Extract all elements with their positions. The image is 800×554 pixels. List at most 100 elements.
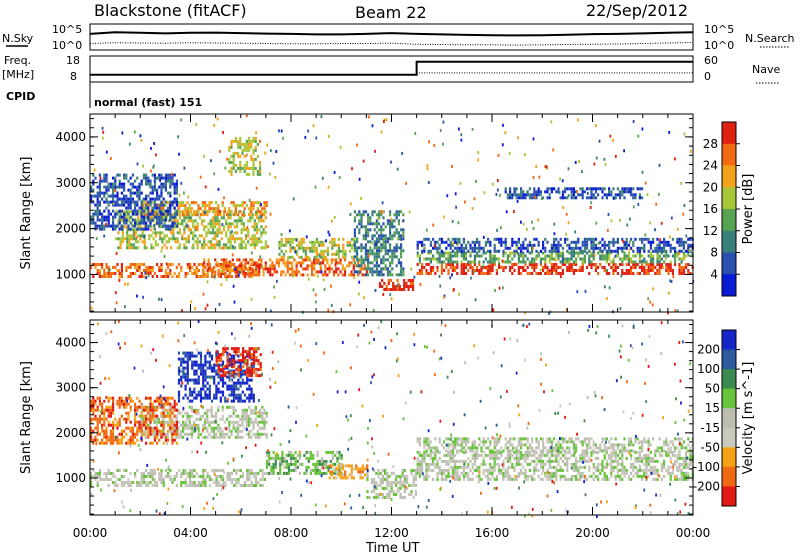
noise-cell	[294, 250, 297, 254]
data-cell	[346, 243, 349, 247]
data-cell	[375, 237, 378, 241]
data-cell	[491, 254, 494, 258]
data-cell	[522, 246, 525, 250]
data-cell	[581, 260, 584, 264]
data-cell	[218, 264, 221, 268]
data-cell	[248, 207, 251, 211]
data-cell	[116, 200, 119, 204]
data-cell	[114, 176, 117, 180]
data-cell	[561, 263, 564, 266]
data-cell	[313, 243, 316, 247]
data-cell	[218, 228, 221, 232]
data-cell	[362, 234, 365, 238]
data-cell	[436, 260, 439, 264]
data-cell	[280, 243, 283, 247]
data-cell	[240, 243, 243, 247]
data-cell	[638, 187, 641, 191]
data-cell	[202, 469, 205, 472]
data-cell	[245, 139, 248, 143]
data-cell	[193, 381, 196, 385]
data-cell	[295, 267, 298, 271]
noise-cell	[649, 221, 652, 225]
data-cell	[393, 246, 396, 250]
data-cell	[577, 240, 580, 244]
data-cell	[364, 237, 367, 241]
data-cell	[196, 240, 199, 244]
data-cell	[131, 272, 134, 275]
data-cell	[140, 275, 143, 278]
data-cell	[153, 206, 156, 210]
data-cell	[680, 269, 683, 272]
data-cell	[506, 254, 509, 258]
data-cell	[384, 249, 387, 253]
data-cell	[605, 193, 608, 197]
data-cell	[173, 200, 176, 204]
noise-cell	[560, 275, 562, 279]
noise-cell	[644, 233, 647, 237]
data-cell	[92, 179, 95, 183]
data-cell	[204, 357, 207, 361]
data-cell	[234, 169, 237, 173]
data-cell	[254, 420, 257, 424]
data-cell	[198, 234, 201, 238]
data-cell	[201, 201, 204, 205]
data-cell	[566, 257, 569, 261]
data-cell	[225, 261, 228, 265]
data-cell	[141, 234, 144, 238]
data-cell	[656, 257, 659, 261]
data-cell	[175, 185, 178, 189]
data-cell	[630, 187, 633, 191]
data-cell	[180, 484, 183, 487]
data-cell	[647, 272, 650, 275]
data-cell	[244, 267, 248, 271]
data-cell	[614, 263, 617, 266]
data-cell	[238, 216, 241, 220]
data-cell	[142, 275, 145, 278]
data-cell	[358, 231, 361, 235]
data-cell	[256, 420, 259, 424]
data-cell	[149, 475, 152, 478]
data-cell	[129, 206, 132, 210]
data-cell	[208, 360, 211, 364]
data-cell	[145, 408, 148, 412]
data-cell	[487, 272, 490, 275]
data-cell	[482, 246, 485, 250]
data-cell	[480, 246, 483, 250]
data-cell	[123, 203, 126, 207]
data-cell	[460, 272, 463, 275]
data-cell	[123, 188, 126, 192]
data-cell	[153, 185, 156, 189]
noise-cell	[534, 195, 537, 199]
data-cell	[196, 225, 199, 229]
data-cell	[396, 279, 399, 282]
data-cell	[214, 213, 217, 217]
data-cell	[223, 420, 226, 424]
data-cell	[235, 469, 238, 472]
data-cell	[92, 221, 95, 225]
data-cell	[90, 215, 93, 219]
data-cell	[293, 246, 296, 250]
data-cell	[381, 285, 384, 288]
data-cell	[460, 246, 463, 250]
data-cell	[348, 240, 351, 244]
data-cell	[411, 279, 415, 282]
data-cell	[144, 435, 147, 439]
data-cell	[177, 426, 180, 430]
noise-cell	[233, 300, 236, 304]
data-cell	[188, 417, 191, 421]
data-cell	[331, 246, 334, 250]
data-cell	[524, 193, 527, 197]
data-cell	[473, 257, 476, 261]
data-cell	[244, 261, 248, 265]
data-cell	[94, 435, 97, 439]
data-cell	[217, 207, 220, 211]
data-cell	[687, 269, 690, 272]
data-cell	[364, 267, 367, 271]
data-cell	[228, 275, 231, 278]
data-cell	[142, 197, 145, 201]
data-cell	[116, 423, 119, 427]
noise-cell	[499, 226, 502, 230]
data-cell	[123, 212, 126, 216]
data-cell	[208, 354, 211, 358]
data-cell	[253, 273, 256, 277]
